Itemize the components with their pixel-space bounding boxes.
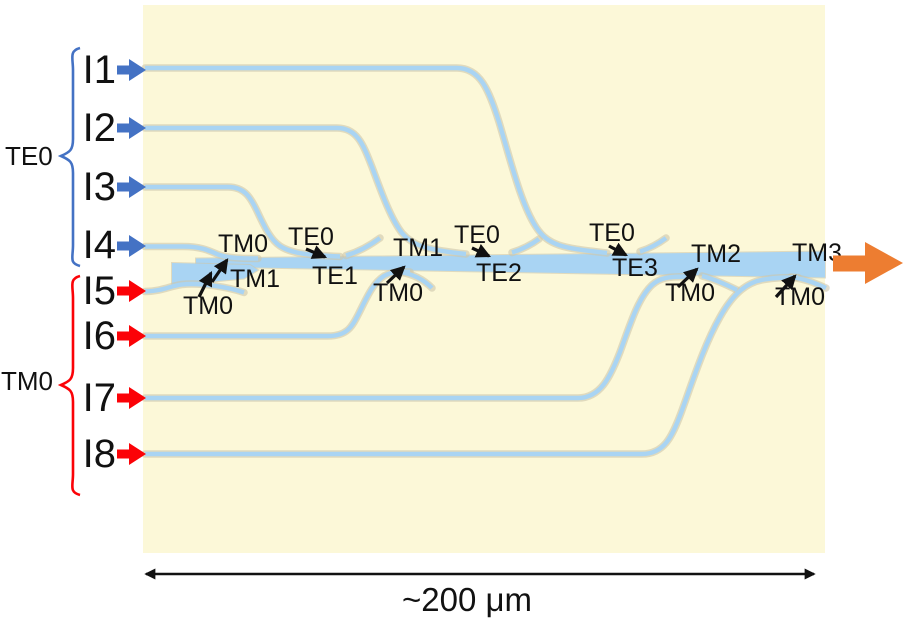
- annotation-arrow-j1-rotator: [197, 271, 213, 298]
- mode-label-j2-bus: TE1: [312, 262, 358, 290]
- port-label-i8: I8: [83, 432, 116, 476]
- input-arrow-i4: [117, 235, 146, 257]
- output-arrow: [833, 242, 903, 284]
- port-labels: I1 I2 I3 I4 I5 I6 I7 I8: [83, 48, 116, 476]
- annotation-arrow-j2: [305, 245, 328, 259]
- mode-label-j3-input: TM0: [373, 279, 423, 307]
- scale-label: ~200 μm: [402, 581, 532, 618]
- mode-label-j2-input: TE0: [288, 223, 334, 251]
- annotation-arrow-j3: [385, 265, 406, 285]
- mode-label-j5-bus: TE3: [612, 254, 658, 282]
- port-arrows: [117, 59, 146, 465]
- bus-waveguide-core: [196, 251, 825, 278]
- mode-label-j4-bus: TE2: [476, 259, 522, 287]
- port-label-i7: I7: [83, 376, 116, 420]
- port-label-i6: I6: [83, 314, 116, 358]
- te0-group-label: TE0: [5, 141, 53, 171]
- port-label-i4: I4: [83, 223, 116, 267]
- input-arrow-i7: [117, 387, 146, 409]
- mode-label-j3-bus: TM1: [393, 234, 443, 262]
- mode-label-j1-rotator: TM1: [230, 265, 280, 293]
- annotation-arrow-j7: [774, 274, 797, 299]
- mode-label-j6-input: TM0: [665, 279, 715, 307]
- mode-label-j6-bus: TM2: [691, 240, 741, 268]
- mode-label-j4-input: TE0: [454, 221, 500, 249]
- scale-bar: ~200 μm: [144, 568, 816, 618]
- tm0-group-label: TM0: [1, 366, 53, 396]
- mode-label-j7-input: TM0: [775, 283, 825, 311]
- mode-label-j1-input: TM0: [183, 292, 233, 320]
- input-arrow-i3: [117, 176, 146, 198]
- te0-group-brace: [57, 46, 81, 268]
- annotation-arrow-j4: [471, 244, 491, 258]
- input-arrow-i2: [117, 117, 146, 139]
- port-label-i2: I2: [83, 106, 116, 150]
- port-label-i3: I3: [83, 165, 116, 209]
- mode-label-j1-bus: TM0: [218, 230, 268, 258]
- mode-label-j5-input: TE0: [589, 219, 635, 247]
- input-arrow-i1: [117, 59, 146, 81]
- input-arrow-i8: [117, 443, 146, 465]
- input-arrow-i6: [117, 325, 146, 347]
- annotation-arrow-j5: [608, 242, 628, 257]
- port-label-i5: I5: [83, 269, 116, 313]
- tm0-group-brace: [57, 274, 81, 497]
- annotation-arrow-j6: [676, 267, 699, 289]
- annotation-arrow-j1-bus: [210, 258, 229, 283]
- input-arrow-i5: [117, 280, 146, 302]
- port-label-i1: I1: [83, 48, 116, 92]
